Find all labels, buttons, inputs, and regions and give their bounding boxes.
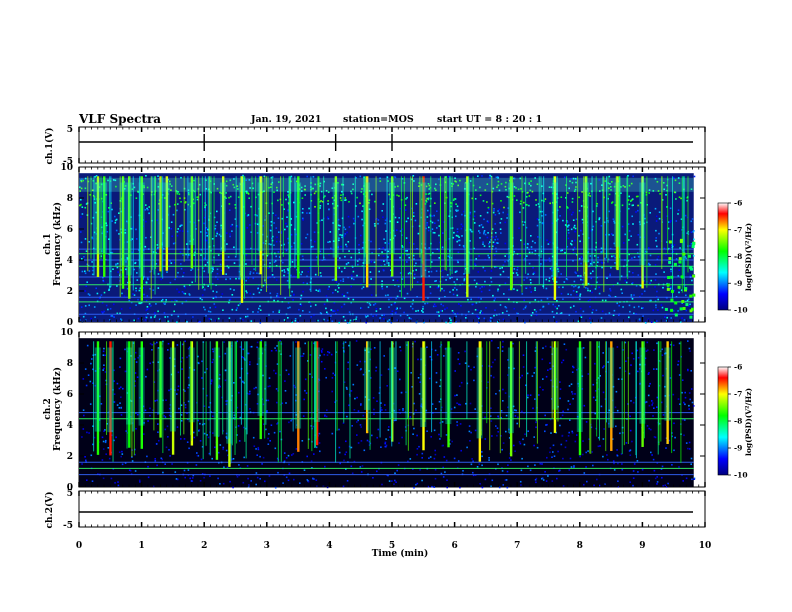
- ch2-spectrogram-sferic: [666, 341, 669, 444]
- ch1-spectrogram-ylabel: ch.1Frequency (kHz): [43, 202, 63, 286]
- ch1-spectrogram-sferic: [616, 176, 619, 271]
- x-tick-label: 4: [326, 541, 332, 551]
- ch1-spectrogram-sferic: [96, 176, 100, 278]
- ch1-spectrogram-sferic: [365, 176, 369, 288]
- y-tick-label: 4: [67, 421, 73, 431]
- ch1-colorbar-label: log(PSD)(V²/Hz): [744, 223, 753, 291]
- ch1-spectrogram-sferic: [259, 176, 262, 275]
- ch1-spectrogram-sferic: [509, 176, 513, 291]
- y-tick-label: -5: [63, 157, 73, 167]
- ch2-spectrogram-sferic: [297, 341, 300, 452]
- ch2-spectrogram-sferic: [365, 341, 369, 434]
- x-tick-label: 7: [514, 541, 520, 551]
- y-tick-label: 6: [67, 225, 73, 235]
- ch2-spectrogram-sferic: [228, 341, 231, 467]
- x-tick-label: 3: [264, 541, 270, 551]
- ch1-spectrogram-sferic: [391, 176, 394, 277]
- ch2-colorbar: -6 -7 -8 -9 -10 log(PSD)(V²/Hz): [717, 363, 753, 480]
- colorbar-tick-label: -7: [734, 225, 742, 234]
- ch2-colorbar-label: log(PSD)(V²/Hz): [744, 388, 753, 456]
- colorbar-tick-label: -9: [734, 444, 742, 453]
- station-label: station=MOS: [343, 114, 414, 125]
- date-label: Jan. 19, 2021: [250, 114, 321, 125]
- colorbar-tick-label: -10: [734, 306, 748, 315]
- ch2-waveform-ylabel: ch.2(V): [44, 492, 55, 529]
- ch1-spectrogram-sferic: [165, 176, 169, 271]
- colorbar-tick-label: -8: [734, 417, 742, 426]
- ch1-spectrogram-sferic: [159, 176, 162, 272]
- ch2-spectrogram-sferic: [641, 341, 644, 447]
- ch2-spectrogram-sferic: [128, 341, 131, 448]
- y-tick-label: 5: [67, 489, 73, 499]
- ch1-spectrogram-sferic: [140, 176, 143, 301]
- ch2-spectrogram-sferic: [190, 341, 194, 446]
- y-tick-label: -5: [63, 521, 73, 531]
- ch1-spectrogram-sferic: [466, 176, 469, 298]
- ch1-waveform-panel: [78, 126, 706, 164]
- colorbar-tick-label: -10: [734, 471, 748, 480]
- ch1-waveform-ylabel: ch.1(V): [44, 128, 55, 165]
- y-tick-label: 5: [67, 125, 73, 135]
- ch1-spectrogram-sferic: [221, 176, 225, 275]
- y-tick-label: 10: [60, 163, 73, 173]
- y-tick-label: 0: [67, 483, 73, 493]
- ch2-spectrogram-sferic: [447, 341, 450, 448]
- y-tick-label: 10: [60, 328, 73, 338]
- ch2-spectrogram-sferic: [553, 341, 557, 433]
- y-tick-label: 8: [67, 194, 73, 204]
- ch1-spectrogram-sferic: [297, 176, 300, 279]
- ch1-spectrogram-sferic: [190, 176, 194, 269]
- x-tick-label: 5: [389, 541, 395, 551]
- y-tick-label: 2: [67, 452, 73, 462]
- ch1-spectrogram-sferic: [585, 176, 588, 286]
- ch2-spectrogram-sferic: [422, 341, 425, 451]
- ch1-spectrogram-sferic: [103, 176, 106, 277]
- ch2-spectrogram-sferic: [109, 341, 112, 456]
- ch2-spectrogram-sferic: [259, 341, 262, 440]
- ch1-spectrogram-sferic: [553, 176, 557, 300]
- x-tick-label: 6: [451, 541, 457, 551]
- colorbar-tick-label: -8: [734, 252, 742, 261]
- x-axis-label: Time (min): [372, 548, 429, 559]
- ch2-spectrogram-sferic: [315, 341, 319, 446]
- ch2-spectrogram-sferic: [171, 341, 175, 455]
- ch1-spectrogram-sferic: [422, 176, 425, 301]
- y-tick-label: 4: [67, 256, 73, 266]
- colorbar-tick-label: -6: [734, 199, 742, 208]
- start-time-label: start UT = 8 : 20 : 1: [437, 114, 542, 125]
- ch2-spectrogram-sferic: [215, 341, 219, 460]
- ch1-spectrogram-sferic: [334, 176, 338, 281]
- ch2-spectrogram-sferic: [610, 341, 613, 451]
- ch2-spectrogram-ylabel: ch.2Frequency (kHz): [43, 367, 63, 451]
- x-tick-label: 9: [639, 541, 645, 551]
- ch2-spectrogram-sferic: [578, 341, 582, 456]
- colorbar-tick-label: -9: [734, 279, 742, 288]
- x-tick-label: 1: [138, 541, 144, 551]
- figure-title: VLF Spectra: [78, 112, 161, 126]
- ch2-spectrogram-sferic: [96, 341, 100, 455]
- x-tick-label: 0: [76, 541, 82, 551]
- ch1-spectrogram-panel: [78, 166, 706, 324]
- ch2-waveform-panel: [78, 490, 706, 528]
- ch2-spectrogram-panel: [78, 331, 706, 489]
- y-tick-label: 8: [67, 359, 73, 369]
- ch2-spectrogram-sferic: [509, 341, 513, 457]
- y-tick-label: 6: [67, 390, 73, 400]
- ch1-colorbar: -6 -7 -8 -9 -10 log(PSD)(V²/Hz): [717, 199, 753, 315]
- ch2-spectrogram-sferic: [478, 341, 482, 462]
- colorbar-tick-label: -6: [734, 363, 742, 372]
- x-tick-label: 8: [577, 541, 583, 551]
- x-tick-label: 10: [699, 541, 712, 551]
- x-tick-label: 2: [201, 541, 207, 551]
- ch2-spectrogram-sferic: [140, 341, 143, 449]
- colorbar-tick-label: -7: [734, 390, 742, 399]
- y-tick-label: 2: [67, 287, 73, 297]
- y-tick-label: 0: [67, 318, 73, 328]
